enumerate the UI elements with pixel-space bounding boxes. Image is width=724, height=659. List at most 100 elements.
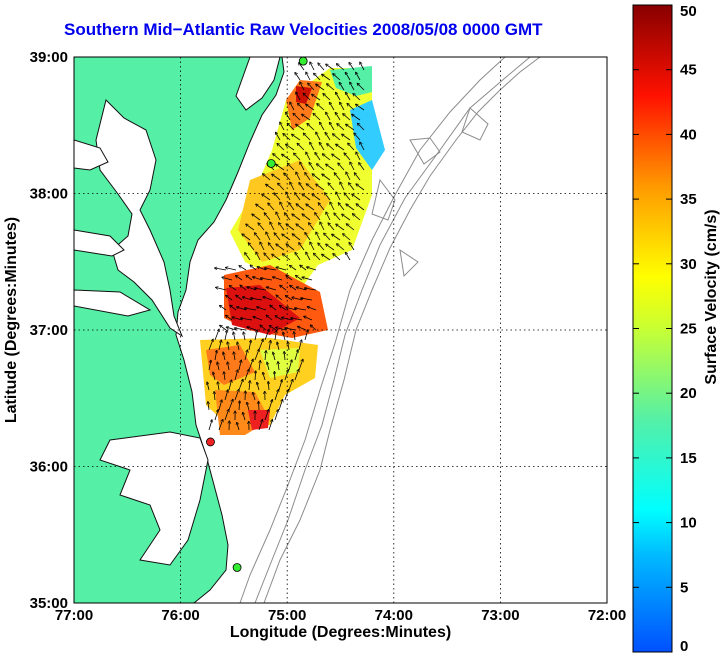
velocity-arrow — [358, 123, 365, 131]
velocity-arrow — [299, 63, 305, 71]
velocity-arrow — [273, 277, 283, 281]
velocity-arrow — [297, 144, 305, 151]
velocity-arrow — [296, 172, 301, 181]
y-tick-label: 37:00 — [30, 322, 68, 339]
velocity-arrow — [339, 203, 345, 211]
velocity-arrow — [336, 144, 345, 151]
velocity-arrow — [325, 193, 331, 201]
velocity-arrow — [290, 102, 295, 111]
velocity-arrow — [267, 287, 277, 291]
velocity-arrow — [356, 152, 361, 161]
velocity-arrow — [347, 224, 355, 231]
velocity-arrow — [245, 253, 251, 261]
velocity-arrow — [356, 72, 361, 81]
velocity-arrow — [343, 234, 351, 241]
velocity-arrow — [294, 153, 301, 161]
velocity-arrow — [335, 113, 341, 121]
velocity-arrow — [319, 203, 325, 211]
velocity-arrow — [326, 164, 335, 171]
velocity-arrow — [254, 330, 257, 341]
velocity-arrow — [248, 243, 255, 251]
colorbar-tick-label: 15 — [680, 450, 697, 467]
velocity-arrow — [240, 285, 247, 291]
velocity-arrow — [261, 278, 273, 281]
velocity-arrow — [284, 390, 288, 401]
velocity-arrow — [302, 214, 311, 221]
velocity-arrow — [265, 351, 266, 361]
velocity-arrow — [234, 352, 235, 361]
velocity-arrow — [253, 393, 256, 401]
velocity-arrow — [268, 203, 275, 211]
velocity-arrow — [214, 329, 219, 341]
velocity-arrow — [259, 361, 260, 371]
velocity-arrow — [298, 360, 303, 371]
velocity-arrow — [242, 234, 251, 241]
velocity-arrow — [330, 123, 335, 131]
velocity-arrow — [326, 212, 331, 221]
velocity-arrow — [278, 362, 279, 371]
velocity-arrow — [276, 295, 283, 301]
velocity-arrow — [277, 144, 285, 151]
velocity-arrow — [286, 112, 291, 121]
velocity-arrow — [263, 174, 271, 181]
velocity-arrow — [322, 254, 331, 261]
velocity-arrow — [250, 265, 257, 271]
velocity-arrow — [337, 124, 345, 131]
velocity-arrow — [298, 103, 305, 111]
velocity-arrow — [276, 267, 287, 271]
velocity-arrow — [352, 194, 361, 201]
velocity-arrow — [305, 233, 311, 241]
grid — [74, 57, 607, 603]
velocity-arrow — [255, 233, 261, 241]
velocity-arrow — [304, 330, 308, 341]
velocity-arrow — [344, 153, 351, 161]
velocity-arrow — [272, 254, 281, 261]
velocity-arrow — [320, 122, 325, 131]
velocity-arrow — [295, 73, 301, 81]
velocity-arrow — [294, 350, 298, 361]
colorbar-tick-labels: 0 5 10 15 20 25 30 35 40 45 50 — [633, 3, 697, 655]
colorbar-tick-label: 35 — [680, 191, 697, 208]
velocity-arrow — [292, 134, 301, 141]
velocity-arrow — [291, 318, 303, 321]
velocity-arrow — [282, 154, 291, 161]
velocity-arrow — [278, 380, 282, 391]
colorbar-tick-label: 5 — [680, 579, 688, 596]
velocity-arrow — [353, 94, 361, 101]
velocity-arrow — [239, 266, 247, 271]
velocity-arrow — [320, 222, 325, 231]
velocity-arrow — [300, 82, 305, 91]
velocity-arrow — [274, 410, 278, 421]
velocity-arrow — [293, 114, 301, 121]
velocity-arrow — [263, 297, 273, 301]
velocity-arrow — [289, 203, 295, 211]
colorbar-tick-label: 20 — [680, 385, 697, 402]
colorbar-tick-label: 0 — [680, 638, 688, 655]
velocity-arrow — [270, 222, 275, 231]
velocity-arrow — [295, 308, 307, 311]
velocity-arrow — [284, 352, 285, 361]
velocity-arrow — [308, 83, 315, 91]
velocity-arrow — [295, 193, 301, 201]
velocity-arrow — [316, 84, 325, 91]
velocity-arrow — [248, 341, 251, 351]
velocity-arrow — [285, 328, 297, 331]
velocity-arrow — [300, 162, 305, 171]
x-tick-label: 77:00 — [55, 607, 93, 624]
velocity-arrow — [309, 223, 315, 231]
y-tick-label: 36:00 — [30, 459, 68, 476]
x-tick-label: 75:00 — [268, 607, 306, 624]
velocity-arrow — [318, 243, 325, 251]
velocity-arrow — [296, 124, 305, 131]
velocity-arrow — [213, 372, 216, 381]
velocity-arrow — [306, 204, 315, 211]
velocity-arrow — [220, 306, 227, 311]
velocity-arrow — [269, 243, 275, 251]
velocity-arrow — [356, 204, 365, 211]
velocity-arrow — [262, 194, 271, 201]
station-marker — [232, 563, 242, 572]
velocity-arrow — [272, 174, 281, 181]
velocity-arrow — [264, 253, 271, 261]
velocity-arrow — [218, 340, 221, 351]
velocity-arrow — [302, 277, 313, 281]
